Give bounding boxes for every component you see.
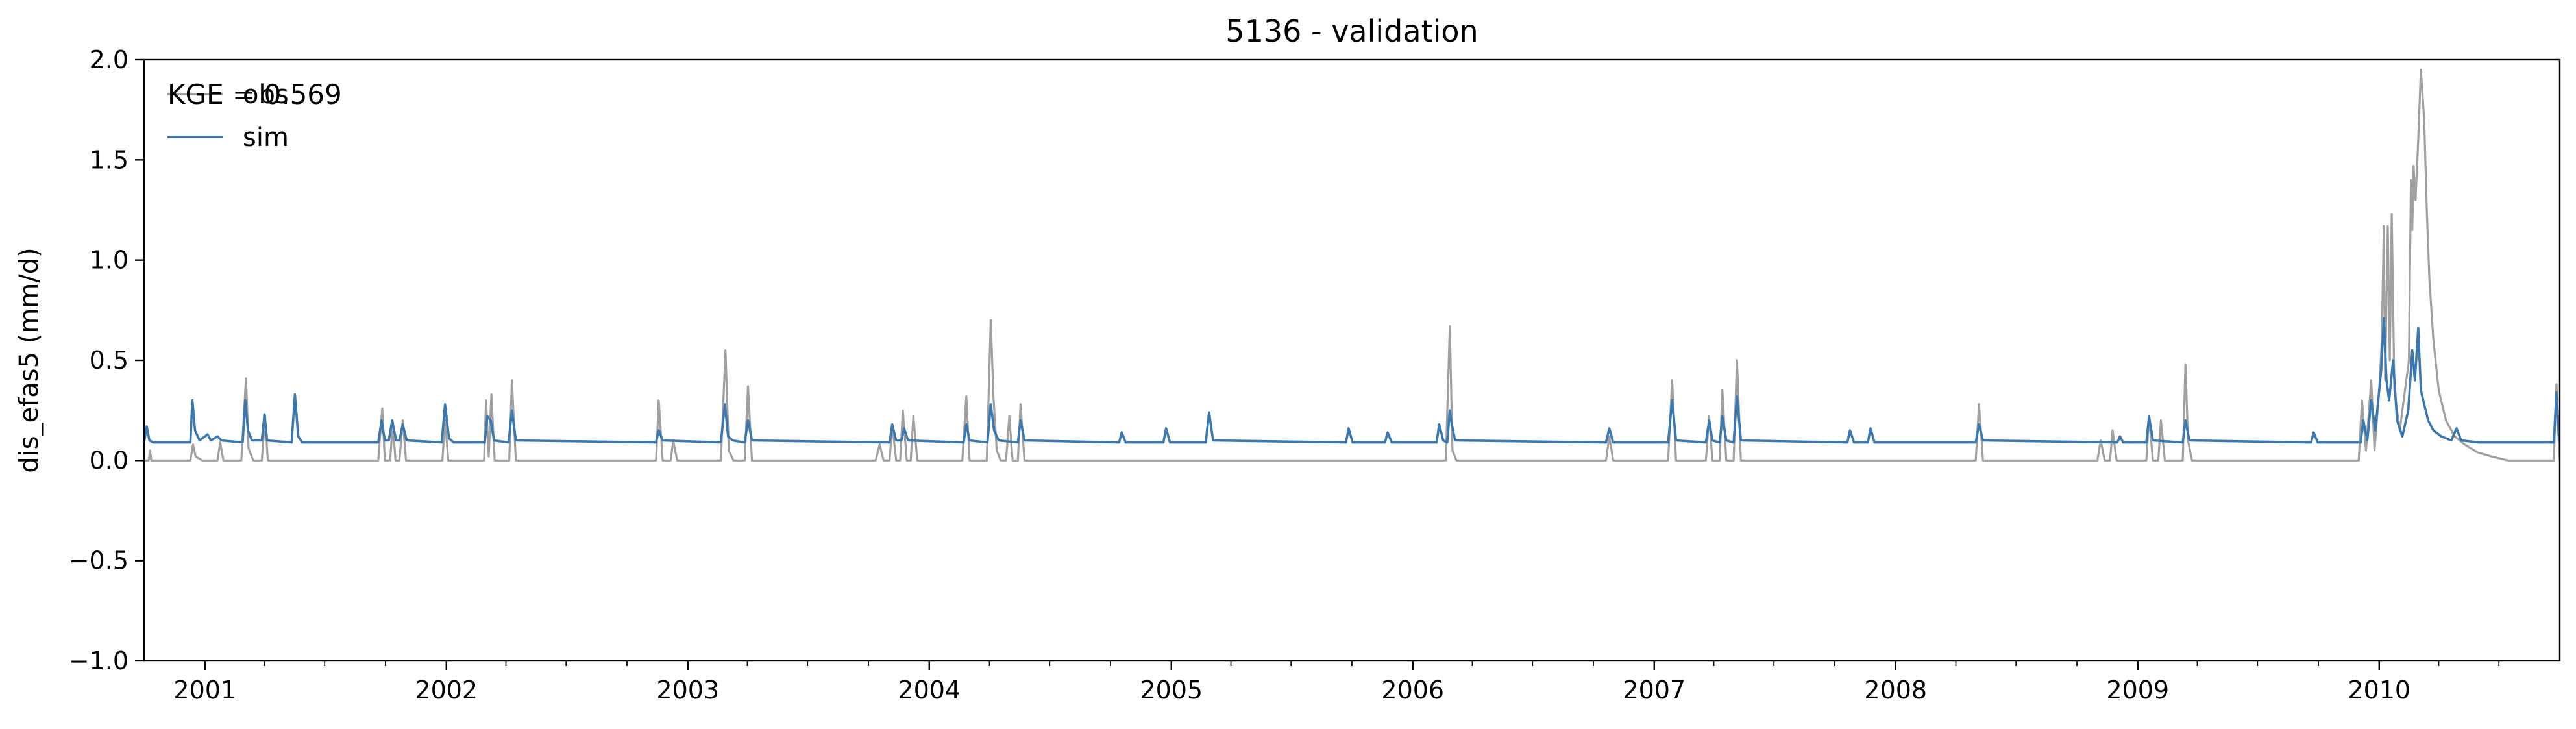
y-tick-label: 1.5 [90,145,129,174]
x-tick-label: 2008 [1864,676,1927,704]
legend-label-sim: sim [243,123,289,153]
x-tick-label: 2009 [2106,676,2169,704]
y-tick-label: 0.0 [90,446,129,475]
legend-label-obs: obs [243,80,289,110]
x-tick-label: 2004 [898,676,961,704]
x-tick-label: 2001 [173,676,236,704]
y-tick-label: −1.0 [69,647,129,675]
x-tick-label: 2005 [1140,676,1203,704]
kge-annotation: KGE = 0.569 [167,79,342,110]
x-tick-label: 2010 [2348,676,2410,704]
series-line-obs [144,68,2560,462]
axes-layer: −1.0 −0.5 0.0 0.5 1.0 1.5 2.0 2001 2002 2003 2004 2… [69,45,2561,704]
chart-title: 5136 - validation [1225,14,1478,49]
x-tick-label: 2002 [415,676,478,704]
y-tick-label: 0.5 [90,346,129,375]
y-tick-label: 1.0 [90,246,129,275]
series-layer [144,68,2560,462]
legend: obs sim [167,80,289,153]
y-tick-label: 2.0 [90,45,129,74]
y-tick-label: −0.5 [69,547,129,575]
series-line-sim [144,317,2560,444]
x-tick-label: 2007 [1623,676,1686,704]
x-tick-label: 2006 [1381,676,1444,704]
x-tick-label: 2003 [656,676,719,704]
y-axis-label: dis_efas5 (mm/d) [14,247,44,473]
